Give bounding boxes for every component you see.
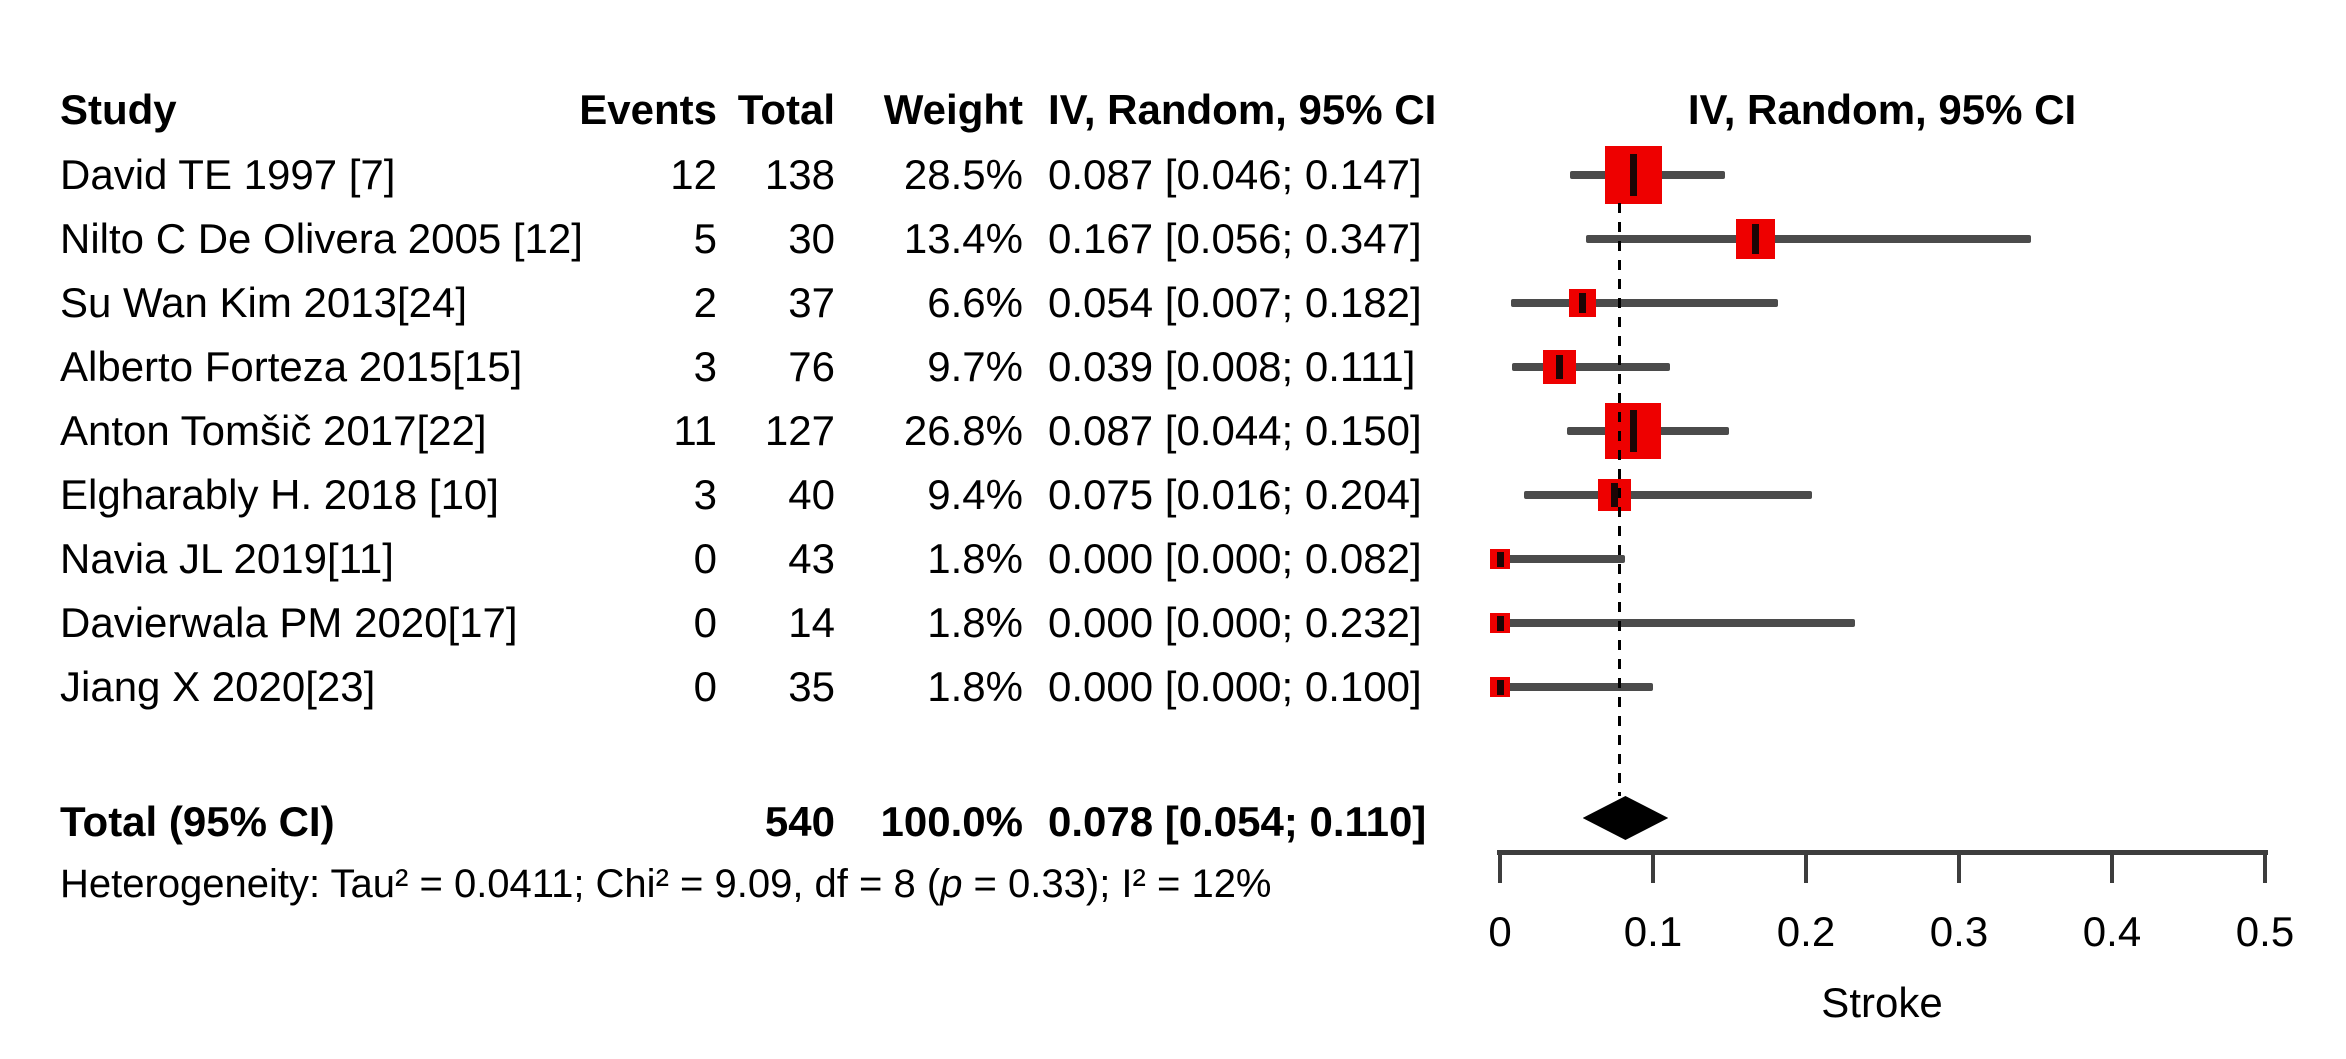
effect-ci-text: 0.087 [0.046; 0.147] bbox=[1048, 151, 1422, 198]
point-estimate-marker bbox=[1556, 354, 1564, 380]
study-label: David TE 1997 [7] bbox=[60, 151, 396, 198]
events-value: 11 bbox=[673, 407, 717, 454]
effect-ci-text: 0.167 [0.056; 0.347] bbox=[1048, 215, 1422, 262]
total-value: 40 bbox=[788, 471, 835, 518]
heterogeneity-stats: Heterogeneity: Tau² = 0.0411; Chi² = 9.0… bbox=[60, 864, 1272, 904]
x-axis-tick-label: 0 bbox=[1488, 908, 1512, 955]
x-axis-tick bbox=[1957, 850, 1961, 883]
effect-ci-text: 0.039 [0.008; 0.111] bbox=[1048, 343, 1416, 390]
total-value: 14 bbox=[788, 599, 835, 646]
pooled-estimate-dashed-line bbox=[1617, 203, 1621, 796]
ci-interval-line bbox=[1512, 363, 1670, 371]
events-value: 2 bbox=[693, 279, 717, 326]
point-estimate-marker bbox=[1752, 224, 1759, 254]
effect-ci-text: 0.000 [0.000; 0.232] bbox=[1048, 599, 1422, 646]
events-value: 0 bbox=[693, 599, 717, 646]
point-estimate-marker bbox=[1629, 154, 1637, 196]
total-value: 76 bbox=[788, 343, 835, 390]
total-row-label: Total (95% CI) bbox=[60, 798, 335, 845]
weight-value: 13.4% bbox=[903, 215, 1023, 262]
study-label: Davierwala PM 2020[17] bbox=[60, 599, 518, 646]
total-value: 127 bbox=[764, 407, 835, 454]
point-estimate-marker bbox=[1496, 679, 1504, 695]
x-axis-line bbox=[1497, 850, 2268, 855]
total-value: 37 bbox=[788, 279, 835, 326]
total-value: 35 bbox=[788, 663, 835, 710]
study-label: Jiang X 2020[23] bbox=[60, 663, 376, 710]
total-value: 30 bbox=[788, 215, 835, 262]
events-value: 3 bbox=[693, 471, 717, 518]
x-axis-title: Stroke bbox=[1821, 979, 1943, 1026]
column-header-effect-ci: IV, Random, 95% CI bbox=[1048, 86, 1437, 133]
column-header-total: Total bbox=[737, 86, 835, 133]
heterogeneity-p-symbol: p bbox=[940, 862, 963, 906]
effect-ci-text: 0.000 [0.000; 0.082] bbox=[1048, 535, 1422, 582]
weight-value: 9.7% bbox=[927, 343, 1023, 390]
ci-interval-line bbox=[1500, 619, 1855, 627]
total-value: 43 bbox=[788, 535, 835, 582]
study-label: Anton Tomšič 2017[22] bbox=[60, 407, 487, 454]
events-value: 0 bbox=[693, 535, 717, 582]
x-axis-tick bbox=[2110, 850, 2114, 883]
effect-ci-text: 0.087 [0.044; 0.150] bbox=[1048, 407, 1422, 454]
x-axis-tick-label: 0.3 bbox=[1929, 908, 1989, 955]
column-header-study: Study bbox=[60, 86, 177, 133]
events-value: 12 bbox=[670, 151, 717, 198]
study-label: Navia JL 2019[11] bbox=[60, 535, 394, 582]
x-axis-tick-label: 0.4 bbox=[2082, 908, 2142, 955]
total-row-effect-ci: 0.078 [0.054; 0.110] bbox=[1048, 798, 1427, 845]
total-value: 138 bbox=[764, 151, 835, 198]
heterogeneity-text-pre: Heterogeneity: Tau² = 0.0411; Chi² = 9.0… bbox=[60, 862, 941, 906]
column-header-events: Events bbox=[579, 86, 717, 133]
study-label: Nilto C De Olivera 2005 [12] bbox=[60, 215, 583, 262]
point-estimate-marker bbox=[1579, 292, 1587, 314]
total-row-n: 540 bbox=[764, 798, 835, 845]
pooled-diamond bbox=[1582, 796, 1669, 840]
x-axis-tick bbox=[1651, 850, 1655, 883]
study-label: Elgharably H. 2018 [10] bbox=[60, 471, 499, 518]
ci-interval-line bbox=[1585, 235, 2031, 243]
plot-header-effect-ci: IV, Random, 95% CI bbox=[1687, 86, 2077, 133]
point-estimate-marker bbox=[1611, 482, 1619, 508]
effect-ci-text: 0.000 [0.000; 0.100] bbox=[1048, 663, 1422, 710]
events-value: 5 bbox=[693, 215, 717, 262]
column-header-weight: Weight bbox=[883, 86, 1023, 133]
weight-value: 1.8% bbox=[927, 599, 1023, 646]
weight-value: 1.8% bbox=[927, 535, 1023, 582]
effect-ci-text: 0.075 [0.016; 0.204] bbox=[1048, 471, 1422, 518]
study-label: Alberto Forteza 2015[15] bbox=[60, 343, 523, 390]
effect-ci-text: 0.054 [0.007; 0.182] bbox=[1048, 279, 1422, 326]
events-value: 3 bbox=[693, 343, 717, 390]
x-axis-tick-label: 0.1 bbox=[1623, 908, 1683, 955]
total-row-weight: 100.0% bbox=[880, 798, 1023, 845]
point-estimate-marker bbox=[1496, 551, 1504, 567]
point-estimate-marker bbox=[1629, 410, 1637, 452]
point-estimate-marker bbox=[1496, 615, 1504, 631]
x-axis-tick bbox=[2263, 850, 2267, 883]
x-axis-tick bbox=[1498, 850, 1502, 883]
events-value: 0 bbox=[693, 663, 717, 710]
weight-value: 9.4% bbox=[927, 471, 1023, 518]
ci-interval-line bbox=[1524, 491, 1813, 499]
ci-interval-line bbox=[1500, 555, 1626, 563]
x-axis-tick bbox=[1804, 850, 1808, 883]
x-axis-tick-label: 0.5 bbox=[2235, 908, 2295, 955]
weight-value: 1.8% bbox=[927, 663, 1023, 710]
ci-interval-line bbox=[1500, 683, 1653, 691]
ci-interval-line bbox=[1510, 299, 1779, 307]
x-axis-tick-label: 0.2 bbox=[1776, 908, 1836, 955]
weight-value: 6.6% bbox=[927, 279, 1023, 326]
weight-value: 28.5% bbox=[903, 151, 1023, 198]
weight-value: 26.8% bbox=[903, 407, 1023, 454]
study-label: Su Wan Kim 2013[24] bbox=[60, 279, 467, 326]
heterogeneity-text-post: = 0.33); I² = 12% bbox=[962, 862, 1272, 906]
